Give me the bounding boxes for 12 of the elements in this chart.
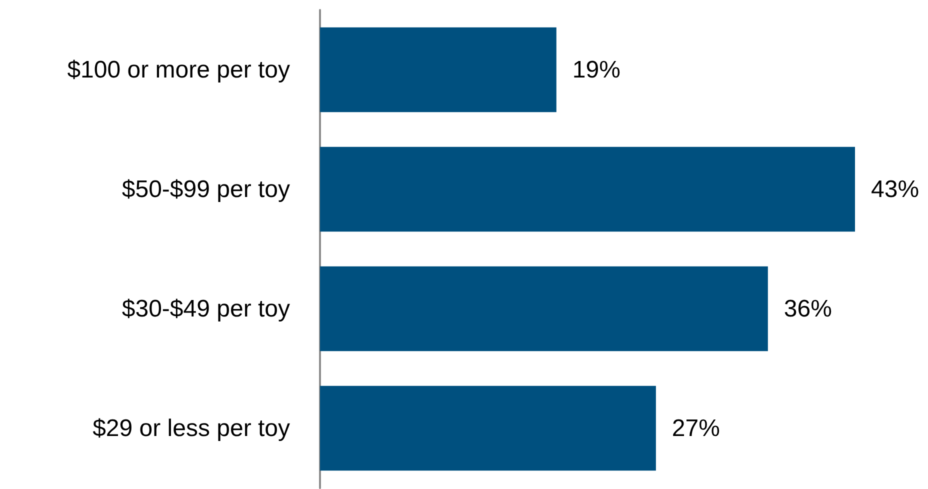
y-tick-label: $50-$99 per toy xyxy=(122,176,290,203)
bar xyxy=(320,386,656,471)
y-tick-label: $100 or more per toy xyxy=(67,56,290,84)
data-label: 36% xyxy=(784,295,832,322)
data-label: 43% xyxy=(871,176,920,203)
data-label: 27% xyxy=(672,414,720,442)
bar xyxy=(320,266,768,352)
y-tick-label: $30-$49 per toy xyxy=(122,295,290,322)
data-label: 19% xyxy=(572,56,620,84)
bar xyxy=(320,146,855,232)
y-tick-label: $29 or less per toy xyxy=(92,414,290,442)
bar xyxy=(320,27,556,112)
